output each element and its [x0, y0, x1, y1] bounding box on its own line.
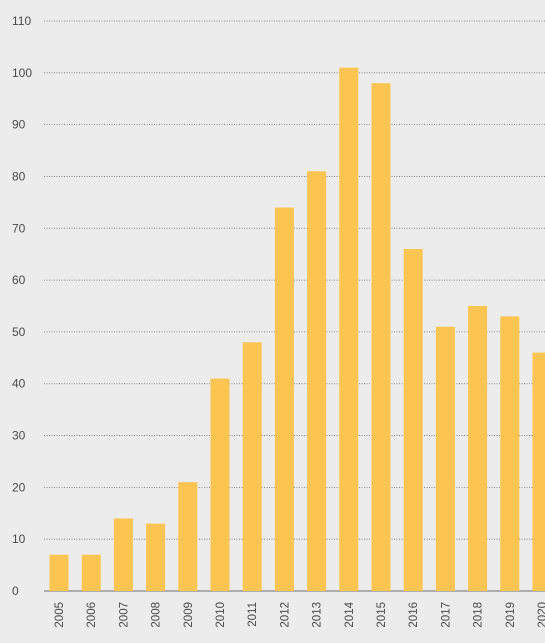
- bar-2020: [533, 353, 545, 591]
- x-tick-label: 2006: [86, 602, 98, 628]
- bar-2019: [500, 316, 519, 591]
- bar-2006: [82, 555, 101, 591]
- bars: [50, 68, 545, 591]
- y-tick-label: 110: [12, 14, 31, 28]
- x-tick-label: 2014: [344, 601, 356, 627]
- y-axis-ticks: 0 10 20 30 40 50 60 70 80 90 100 110: [12, 14, 32, 598]
- bar-2007: [114, 518, 133, 591]
- y-tick-label: 100: [12, 66, 32, 80]
- y-tick-label: 50: [12, 325, 26, 339]
- x-tick-label: 2013: [312, 602, 324, 628]
- y-tick-label: 40: [12, 377, 26, 391]
- bar-2010: [211, 379, 230, 591]
- y-tick-label: 80: [12, 169, 26, 183]
- y-tick-label: 30: [12, 429, 26, 443]
- bar-2016: [404, 249, 423, 591]
- x-tick-label: 2012: [279, 602, 291, 628]
- bar-2013: [307, 171, 326, 591]
- bar-2009: [178, 482, 197, 591]
- x-tick-label: 2011: [247, 602, 259, 627]
- x-tick-label: 2005: [54, 602, 66, 628]
- y-tick-label: 90: [12, 118, 26, 132]
- y-tick-label: 70: [12, 221, 26, 235]
- y-tick-label: 10: [12, 532, 26, 546]
- x-tick-label: 2018: [473, 602, 485, 628]
- y-tick-label: 0: [12, 584, 19, 598]
- x-tick-label: 2020: [537, 602, 545, 628]
- bar-2018: [468, 306, 487, 591]
- bar-2014: [339, 68, 358, 591]
- y-tick-label: 60: [12, 273, 26, 287]
- x-tick-label: 2017: [440, 602, 452, 628]
- bar-2012: [275, 208, 294, 591]
- x-tick-label: 2019: [505, 602, 517, 628]
- x-tick-label: 2010: [215, 602, 227, 628]
- bar-2005: [50, 555, 69, 591]
- x-tick-label: 2008: [151, 602, 163, 628]
- bar-2008: [146, 524, 165, 591]
- x-tick-label: 2007: [118, 602, 130, 628]
- bar-2015: [372, 83, 391, 591]
- bar-2017: [436, 327, 455, 591]
- x-tick-label: 2016: [408, 602, 420, 628]
- x-tick-label: 2015: [376, 602, 388, 628]
- x-axis-ticks: 2005 2006 2007 2008 2009 2010 2011 2012 2013 2014…: [54, 601, 545, 627]
- x-tick-label: 2009: [183, 602, 195, 628]
- bar-2011: [243, 342, 262, 591]
- y-tick-label: 20: [12, 480, 26, 494]
